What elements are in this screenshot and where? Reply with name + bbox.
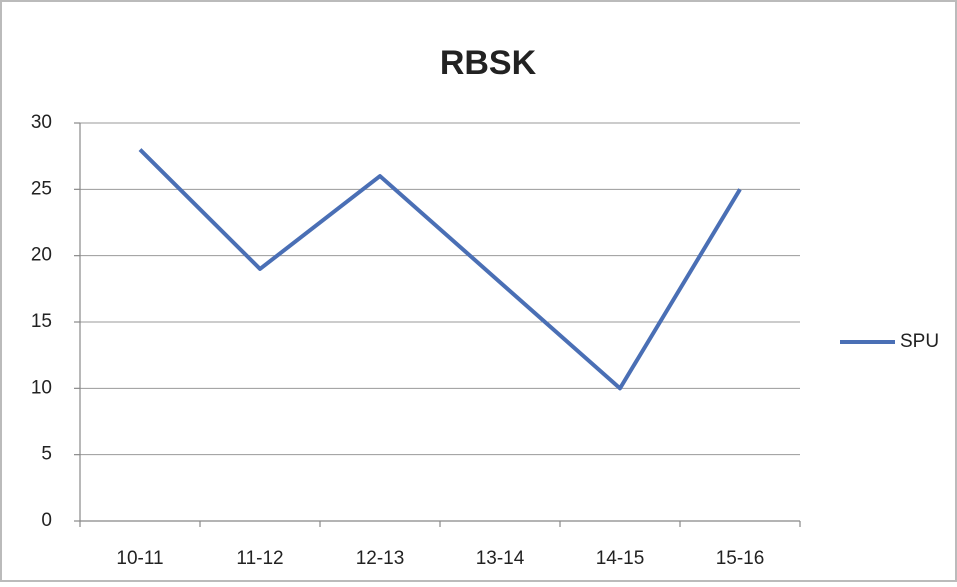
- x-tick-label: 11-12: [236, 548, 283, 569]
- y-tick-label: 20: [31, 245, 52, 266]
- x-tick-label: 10-11: [116, 548, 163, 569]
- y-tick-label: 0: [41, 510, 52, 531]
- y-tick-label: 15: [31, 311, 52, 332]
- y-tick-label: 25: [31, 178, 52, 199]
- series-line: [138, 148, 742, 391]
- x-tick-label: 12-13: [356, 548, 405, 569]
- chart-title: RBSK: [440, 44, 537, 82]
- x-tick-label: 14-15: [596, 548, 645, 569]
- y-tick-label: 5: [41, 444, 52, 465]
- x-tick-label: 15-16: [716, 548, 765, 569]
- y-tick-label: 10: [31, 377, 52, 398]
- y-tick-label: 30: [31, 112, 52, 133]
- legend-label: SPU: [900, 331, 939, 352]
- x-tick-label: 13-14: [476, 548, 525, 569]
